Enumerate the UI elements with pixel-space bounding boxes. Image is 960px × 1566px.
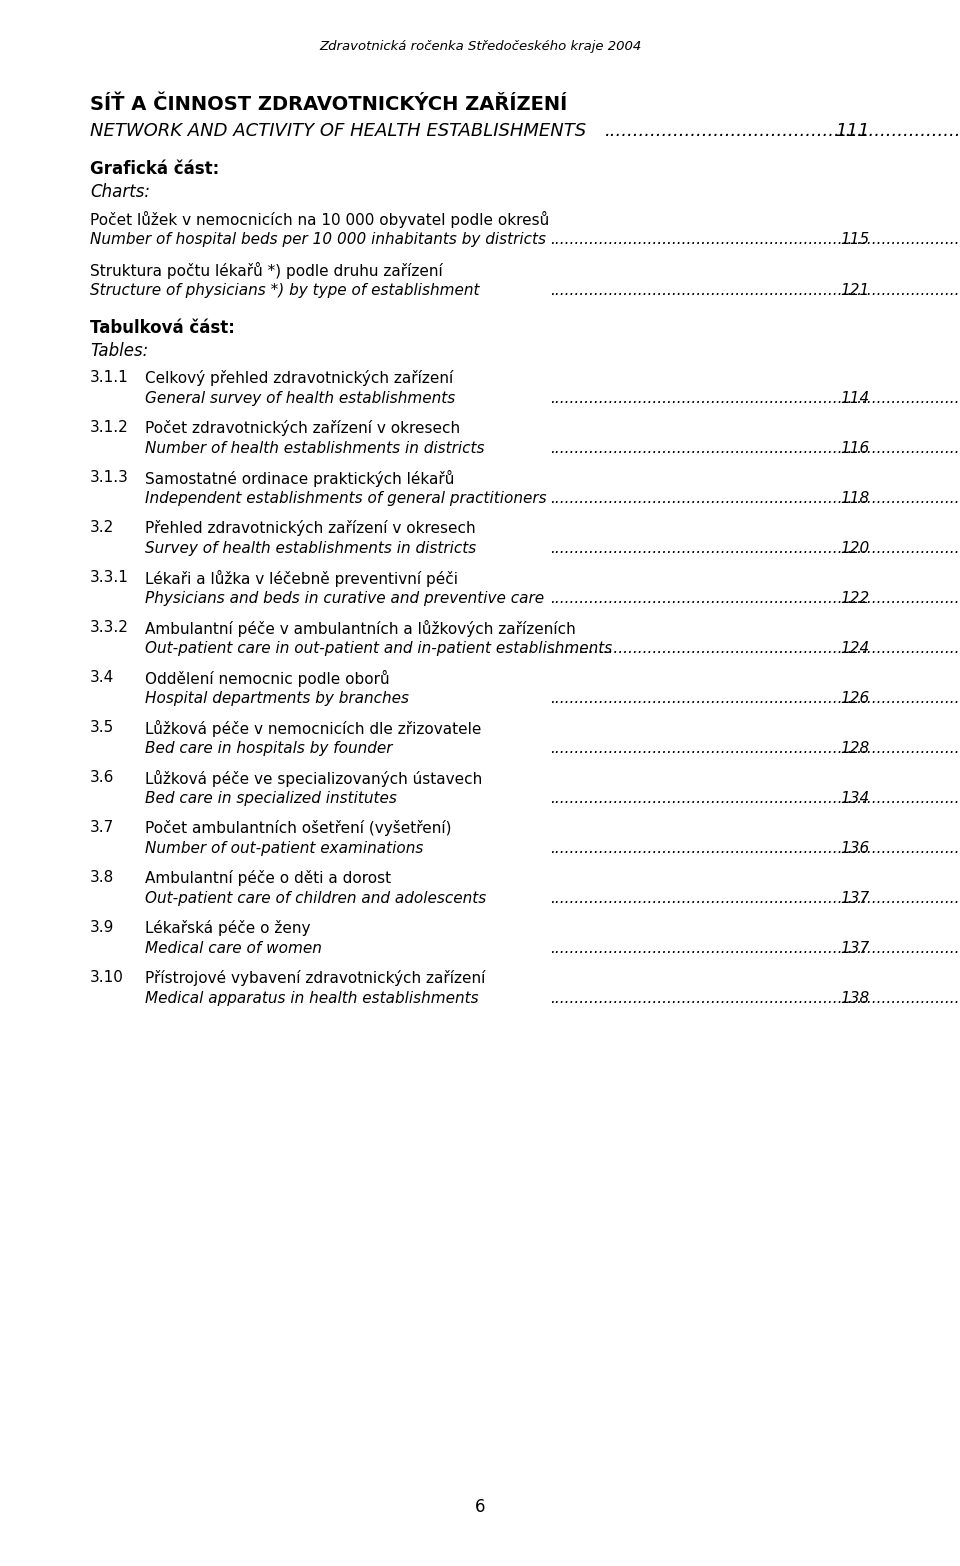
Text: 114: 114 xyxy=(841,392,870,406)
Text: Lůžková péče v nemocnicích dle zřizovatele: Lůžková péče v nemocnicích dle zřizovate… xyxy=(145,720,481,738)
Text: ................................................................................: ........................................… xyxy=(550,991,960,1005)
Text: Počet ambulantních ošetření (vyšetření): Počet ambulantních ošetření (vyšetření) xyxy=(145,821,451,836)
Text: SÍŤ A ČINNOST ZDRAVOTNICKÝCH ZAŘÍZENÍ: SÍŤ A ČINNOST ZDRAVOTNICKÝCH ZAŘÍZENÍ xyxy=(90,96,567,114)
Text: 138: 138 xyxy=(841,991,870,1005)
Text: 137: 137 xyxy=(841,891,870,907)
Text: ................................................................................: ........................................… xyxy=(550,691,960,706)
Text: 3.9: 3.9 xyxy=(90,919,114,935)
Text: 3.3.2: 3.3.2 xyxy=(90,620,129,634)
Text: 3.1.3: 3.1.3 xyxy=(90,470,129,485)
Text: Struktura počtu lékařů *) podle druhu zařízení: Struktura počtu lékařů *) podle druhu za… xyxy=(90,262,443,279)
Text: Přehled zdravotnických zařízení v okresech: Přehled zdravotnických zařízení v okrese… xyxy=(145,520,475,536)
Text: 3.10: 3.10 xyxy=(90,969,124,985)
Text: ................................................................................: ........................................… xyxy=(605,122,960,139)
Text: Number of hospital beds per 10 000 inhabitants by districts: Number of hospital beds per 10 000 inhab… xyxy=(90,232,546,247)
Text: ................................................................................: ........................................… xyxy=(550,590,960,606)
Text: 122: 122 xyxy=(841,590,870,606)
Text: Celkový přehled zdravotnických zařízení: Celkový přehled zdravotnických zařízení xyxy=(145,370,453,385)
Text: 3.3.1: 3.3.1 xyxy=(90,570,129,586)
Text: Out-patient care in out-patient and in-patient establishments: Out-patient care in out-patient and in-p… xyxy=(145,640,612,656)
Text: 3.7: 3.7 xyxy=(90,821,114,835)
Text: ................................................................................: ........................................… xyxy=(550,891,960,907)
Text: ................................................................................: ........................................… xyxy=(550,791,960,806)
Text: 3.2: 3.2 xyxy=(90,520,114,536)
Text: Medical care of women: Medical care of women xyxy=(145,941,322,955)
Text: Physicians and beds in curative and preventive care: Physicians and beds in curative and prev… xyxy=(145,590,544,606)
Text: Number of out-patient examinations: Number of out-patient examinations xyxy=(145,841,423,857)
Text: Ambulantní péče o děti a dorost: Ambulantní péče o děti a dorost xyxy=(145,871,391,886)
Text: Independent establishments of general practitioners: Independent establishments of general pr… xyxy=(145,492,546,506)
Text: Medical apparatus in health establishments: Medical apparatus in health establishmen… xyxy=(145,991,479,1005)
Text: 118: 118 xyxy=(841,492,870,506)
Text: 134: 134 xyxy=(841,791,870,806)
Text: 3.8: 3.8 xyxy=(90,871,114,885)
Text: ................................................................................: ........................................… xyxy=(550,941,960,955)
Text: ................................................................................: ........................................… xyxy=(550,741,960,756)
Text: Počet zdravotnických zařízení v okresech: Počet zdravotnických zařízení v okresech xyxy=(145,420,460,435)
Text: 6: 6 xyxy=(475,1499,485,1516)
Text: Počet lůžek v nemocnicích na 10 000 obyvatel podle okresů: Počet lůžek v nemocnicích na 10 000 obyv… xyxy=(90,211,549,229)
Text: 3.1.1: 3.1.1 xyxy=(90,370,129,385)
Text: 3.1.2: 3.1.2 xyxy=(90,420,129,435)
Text: 3.5: 3.5 xyxy=(90,720,114,734)
Text: Přístrojové vybavení zdravotnických zařízení: Přístrojové vybavení zdravotnických zaří… xyxy=(145,969,486,987)
Text: 3.6: 3.6 xyxy=(90,770,114,785)
Text: ................................................................................: ........................................… xyxy=(550,283,960,298)
Text: NETWORK AND ACTIVITY OF HEALTH ESTABLISHMENTS: NETWORK AND ACTIVITY OF HEALTH ESTABLISH… xyxy=(90,122,587,139)
Text: Survey of health establishments in districts: Survey of health establishments in distr… xyxy=(145,540,476,556)
Text: Lékařská péče o ženy: Lékařská péče o ženy xyxy=(145,919,310,936)
Text: Bed care in specialized institutes: Bed care in specialized institutes xyxy=(145,791,396,806)
Text: ................................................................................: ........................................… xyxy=(550,640,960,656)
Text: 126: 126 xyxy=(841,691,870,706)
Text: Hospital departments by branches: Hospital departments by branches xyxy=(145,691,409,706)
Text: 128: 128 xyxy=(841,741,870,756)
Text: Tabulková část:: Tabulková část: xyxy=(90,319,235,337)
Text: Oddělení nemocnic podle oborů: Oddělení nemocnic podle oborů xyxy=(145,670,390,687)
Text: 115: 115 xyxy=(841,232,870,247)
Text: 121: 121 xyxy=(841,283,870,298)
Text: Ambulantní péče v ambulantních a lůžkových zařízeních: Ambulantní péče v ambulantních a lůžkový… xyxy=(145,620,576,637)
Text: 124: 124 xyxy=(841,640,870,656)
Text: General survey of health establishments: General survey of health establishments xyxy=(145,392,455,406)
Text: Charts:: Charts: xyxy=(90,183,150,200)
Text: 3.4: 3.4 xyxy=(90,670,114,684)
Text: ................................................................................: ........................................… xyxy=(550,492,960,506)
Text: ................................................................................: ........................................… xyxy=(550,392,960,406)
Text: ................................................................................: ........................................… xyxy=(550,442,960,456)
Text: 111: 111 xyxy=(835,122,870,139)
Text: Number of health establishments in districts: Number of health establishments in distr… xyxy=(145,442,485,456)
Text: 137: 137 xyxy=(841,941,870,955)
Text: 136: 136 xyxy=(841,841,870,857)
Text: Out-patient care of children and adolescents: Out-patient care of children and adolesc… xyxy=(145,891,487,907)
Text: Grafická část:: Grafická část: xyxy=(90,160,219,179)
Text: ................................................................................: ........................................… xyxy=(550,232,960,247)
Text: Tables:: Tables: xyxy=(90,341,148,360)
Text: Lůžková péče ve specializovaných ústavech: Lůžková péče ve specializovaných ústavec… xyxy=(145,770,482,788)
Text: Bed care in hospitals by founder: Bed care in hospitals by founder xyxy=(145,741,393,756)
Text: Samostatné ordinace praktických lékařů: Samostatné ordinace praktických lékařů xyxy=(145,470,454,487)
Text: ................................................................................: ........................................… xyxy=(550,841,960,857)
Text: Lékaři a lůžka v léčebně preventivní péči: Lékaři a lůžka v léčebně preventivní péč… xyxy=(145,570,458,587)
Text: 120: 120 xyxy=(841,540,870,556)
Text: Structure of physicians *) by type of establishment: Structure of physicians *) by type of es… xyxy=(90,283,479,298)
Text: Zdravotnická ročenka Středočeského kraje 2004: Zdravotnická ročenka Středočeského kraje… xyxy=(319,41,641,53)
Text: ................................................................................: ........................................… xyxy=(550,540,960,556)
Text: 116: 116 xyxy=(841,442,870,456)
